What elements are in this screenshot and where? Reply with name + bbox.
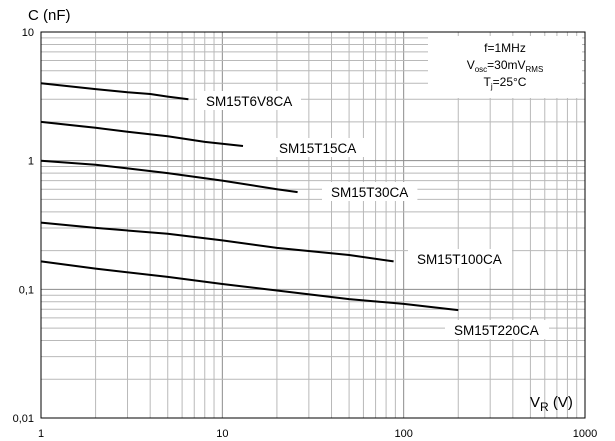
series-label-group: SM15T6V8CA bbox=[197, 91, 301, 110]
y-tick-label: 0,1 bbox=[19, 284, 34, 296]
series-line-sm15t220ca bbox=[40, 260, 459, 312]
series-label: SM15T15CA bbox=[279, 141, 356, 156]
series-label-bg bbox=[270, 138, 366, 157]
y-tick-label: 0,01 bbox=[13, 413, 34, 425]
series-label: SM15T100CA bbox=[417, 252, 502, 267]
x-axis-label-sub: R bbox=[540, 400, 549, 414]
x-axis-label-unit: (V) bbox=[549, 394, 573, 411]
y-tick-label: 1 bbox=[28, 156, 34, 168]
x-axis-label: VR (V) bbox=[530, 394, 573, 414]
x-tick-label: 100 bbox=[394, 428, 412, 440]
series-label-group: SM15T100CA bbox=[408, 249, 512, 268]
plot-frame bbox=[40, 31, 586, 419]
series-label-bg bbox=[408, 249, 512, 268]
tick-labels: 1 10 100 1000 0,01 0,1 1 10 bbox=[13, 27, 598, 440]
series-label-group: SM15T220CA bbox=[445, 320, 549, 339]
condition-frequency: f=1MHz bbox=[484, 41, 526, 55]
series-label-group: SM15T30CA bbox=[322, 182, 418, 201]
x-tick-label: 10 bbox=[216, 428, 228, 440]
conditions-box: f=1MHz Vosc=30mVRMS Tj=25°C bbox=[428, 36, 582, 98]
series-label-bg bbox=[322, 182, 418, 201]
conditions-box-bg bbox=[428, 36, 582, 98]
series-label-bg bbox=[445, 320, 549, 339]
series-line-sm15t100ca bbox=[40, 221, 394, 263]
series-label: SM15T220CA bbox=[454, 323, 539, 338]
series-line-sm15t30ca bbox=[40, 159, 298, 194]
series-label: SM15T6V8CA bbox=[206, 94, 292, 109]
x-axis-label-v: V bbox=[530, 394, 540, 411]
series-line-sm15t15ca bbox=[40, 120, 244, 147]
series-label: SM15T30CA bbox=[331, 185, 408, 200]
series-line-sm15t6v8ca bbox=[40, 82, 189, 101]
series-labels: SM15T6V8CA SM15T15CA SM15T30CA SM15T100CA SM… bbox=[197, 91, 549, 339]
x-tick-label: 1 bbox=[38, 428, 44, 440]
condition-temperature: Tj=25°C bbox=[484, 75, 527, 91]
x-tick-label: 1000 bbox=[573, 428, 597, 440]
series-label-group: SM15T15CA bbox=[270, 138, 366, 157]
series-label-bg bbox=[197, 91, 301, 110]
series-lines bbox=[40, 82, 459, 312]
y-tick-label: 10 bbox=[22, 27, 34, 39]
y-axis-label: C (nF) bbox=[28, 7, 71, 24]
